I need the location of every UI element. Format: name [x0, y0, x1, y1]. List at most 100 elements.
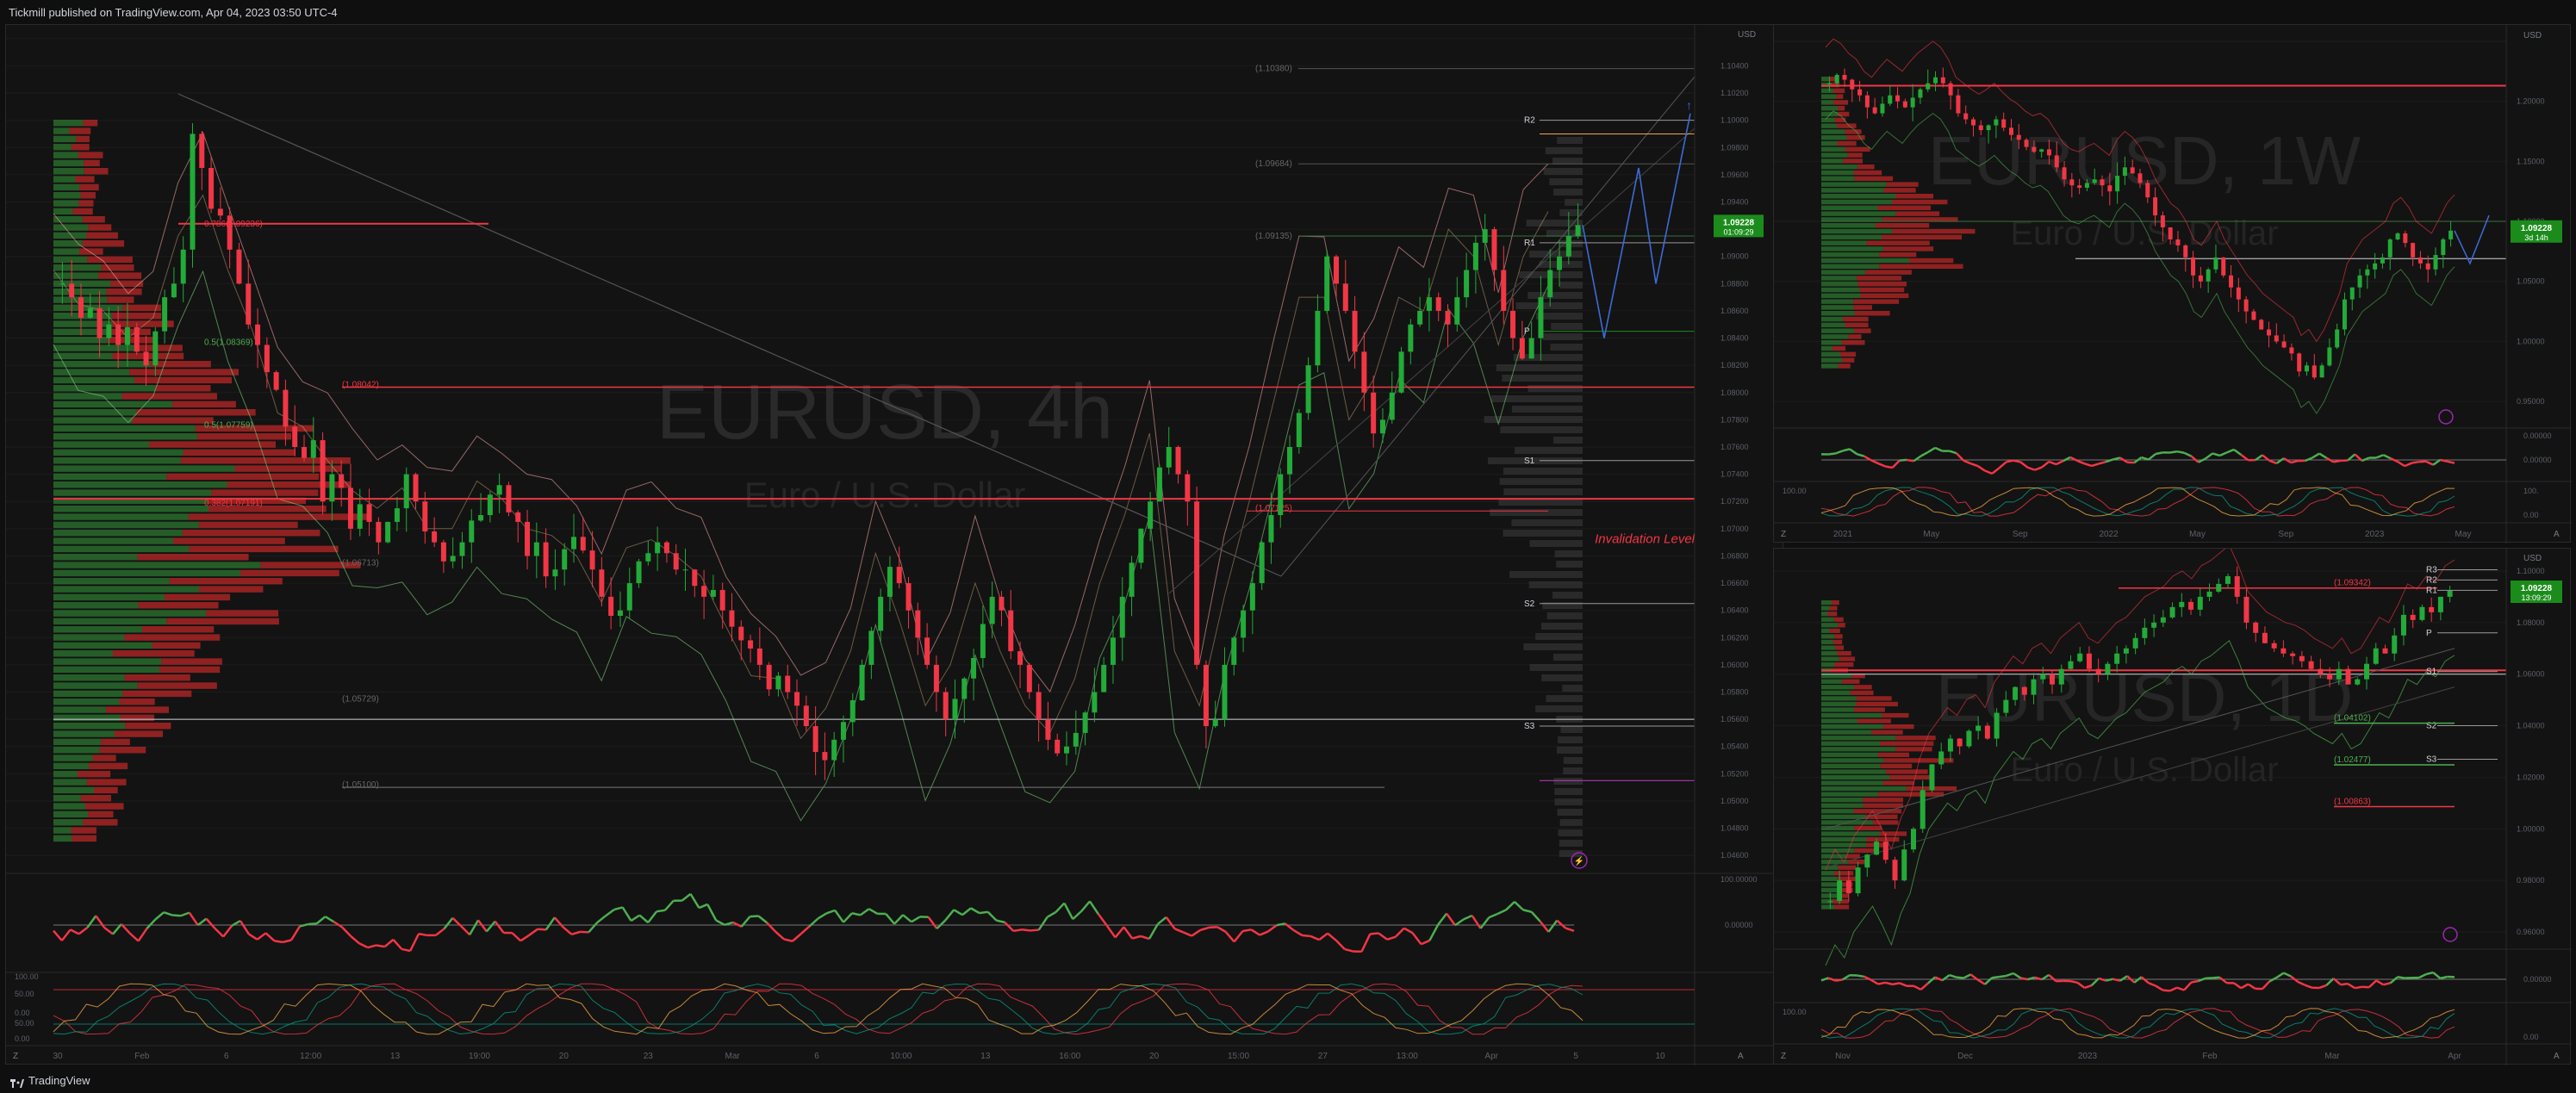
- candle-body: [152, 331, 159, 366]
- candle-body: [952, 699, 958, 720]
- right-volume-profile: [1553, 189, 1583, 196]
- x-tick: 13: [980, 1052, 991, 1061]
- candle-body: [2308, 661, 2314, 669]
- volume-profile-up: [1821, 679, 1843, 684]
- rsi-line: [1998, 461, 2007, 469]
- rsi-line: [817, 912, 827, 920]
- rsi-line: [1114, 926, 1125, 939]
- volume-profile-down: [1832, 898, 1849, 904]
- volume-profile-down: [1895, 747, 1932, 752]
- volume-profile-down: [1838, 865, 1857, 870]
- y-tick: 1.15000: [2517, 157, 2545, 165]
- rsi-line: [970, 907, 980, 915]
- fib-label: 0.786(1.09236): [204, 220, 263, 229]
- stoch-tick: 100.00: [15, 972, 39, 981]
- rsi-line: [1148, 923, 1159, 940]
- rsi-line: [511, 932, 522, 942]
- candle-body: [1278, 474, 1284, 516]
- price-tag-value: 1.09228: [1723, 218, 1755, 227]
- chart-panel-1w[interactable]: EURUSD, 1W Euro / U.S. Dollar USD 1.20000 1.…: [1773, 24, 2572, 543]
- candle-body: [2355, 679, 2361, 685]
- candle-body: [1296, 413, 1302, 447]
- candle-body: [1259, 542, 1265, 584]
- y-tick: 1.09000: [1720, 252, 1749, 261]
- volume-profile-down: [1838, 623, 1845, 628]
- right-volume-profile: [1499, 478, 1583, 485]
- volume-profile-up: [1821, 854, 1847, 859]
- volume-profile-up: [53, 618, 167, 625]
- volume-profile-up: [53, 441, 149, 448]
- rsi-line: [2133, 976, 2143, 984]
- rsi-line: [1199, 926, 1210, 932]
- candle-body: [692, 569, 698, 587]
- candle-body: [1933, 77, 1938, 84]
- volume-profile-up: [1821, 182, 1887, 187]
- volume-profile-up: [1821, 763, 1881, 769]
- candle-body: [1901, 849, 1907, 881]
- volume-profile-down: [171, 401, 236, 408]
- candle-body: [2364, 663, 2370, 680]
- candle-body: [2183, 245, 2188, 258]
- candle-body: [729, 610, 735, 627]
- candle-body: [171, 283, 177, 298]
- lightning-icon: [2442, 927, 2458, 942]
- rsi-line: [1080, 900, 1091, 912]
- rsi-line: [1899, 982, 1907, 987]
- volume-profile-down: [188, 513, 372, 520]
- rsi-line: [1496, 909, 1507, 916]
- y-tick: 1.05800: [1720, 688, 1749, 697]
- volume-profile-up: [53, 465, 235, 472]
- rsi-line: [1828, 452, 1836, 456]
- volume-profile-up: [1821, 88, 1834, 94]
- chart-1w-svg[interactable]: EURUSD, 1W Euro / U.S. Dollar USD 1.20000 1.…: [1774, 25, 2572, 543]
- stoch-tick: 50.00: [15, 990, 34, 998]
- rsi-line: [834, 910, 845, 923]
- right-volume-profile: [1496, 364, 1583, 371]
- candle-body: [849, 700, 856, 723]
- chart-panel-1d[interactable]: EURUSD, 1D Euro / U.S. Dollar R3 R2 R1 P S1 S2 S…: [1773, 548, 2572, 1065]
- candle-body: [1547, 270, 1553, 298]
- right-volume-profile: [1559, 840, 1583, 847]
- candle-body: [2299, 655, 2305, 661]
- rsi-line: [2333, 459, 2342, 463]
- volume-profile-down: [173, 537, 285, 544]
- candle-body: [1472, 242, 1478, 270]
- volume-profile-up: [53, 272, 99, 279]
- chart-4h-svg[interactable]: EURUSD, 4h Euro / U.S. Dollar (1.10380) (1.…: [6, 25, 1784, 1065]
- corner-z: Z: [13, 1052, 18, 1061]
- candle-body: [2216, 583, 2222, 592]
- rsi-line: [1934, 976, 1943, 982]
- x-tick: Nov: [1835, 1052, 1851, 1061]
- rsi-line: [2041, 461, 2050, 469]
- rsi-line: [911, 916, 921, 923]
- rsi-line: [188, 911, 199, 926]
- rsi-line: [986, 910, 998, 922]
- volume-profile-down: [169, 578, 283, 585]
- candle-body: [1119, 596, 1125, 638]
- volume-profile-down: [1847, 860, 1865, 865]
- volume-profile-down: [1857, 718, 1891, 723]
- stochastic-line: [1820, 1008, 2455, 1039]
- candle-body: [2123, 648, 2129, 654]
- volume-profile-up: [1821, 712, 1882, 718]
- tradingview-logo[interactable]: TradingView: [10, 1074, 90, 1088]
- volume-profile-down: [1885, 769, 1928, 774]
- volume-profile-up: [1821, 612, 1828, 617]
- right-volume-profile: [1554, 798, 1583, 805]
- corner-z: Z: [1781, 530, 1786, 539]
- volume-profile-up: [53, 473, 167, 481]
- rsi-line: [2432, 972, 2442, 979]
- rsi-line: [434, 928, 445, 936]
- volume-profile-up: [53, 521, 199, 529]
- chart-panel-4h[interactable]: EURUSD, 4h Euro / U.S. Dollar (1.10380) (1.…: [5, 24, 1784, 1065]
- volume-profile-down: [1850, 690, 1874, 695]
- candle-body: [1920, 790, 1926, 829]
- band-lower: [53, 270, 1549, 822]
- candle-body: [1333, 256, 1339, 284]
- volume-profile-down: [1882, 246, 1934, 252]
- candle-body: [78, 297, 84, 318]
- price-tag: [1714, 214, 1764, 238]
- candle-body: [2236, 287, 2241, 300]
- y-tick: 1.05000: [1720, 797, 1749, 805]
